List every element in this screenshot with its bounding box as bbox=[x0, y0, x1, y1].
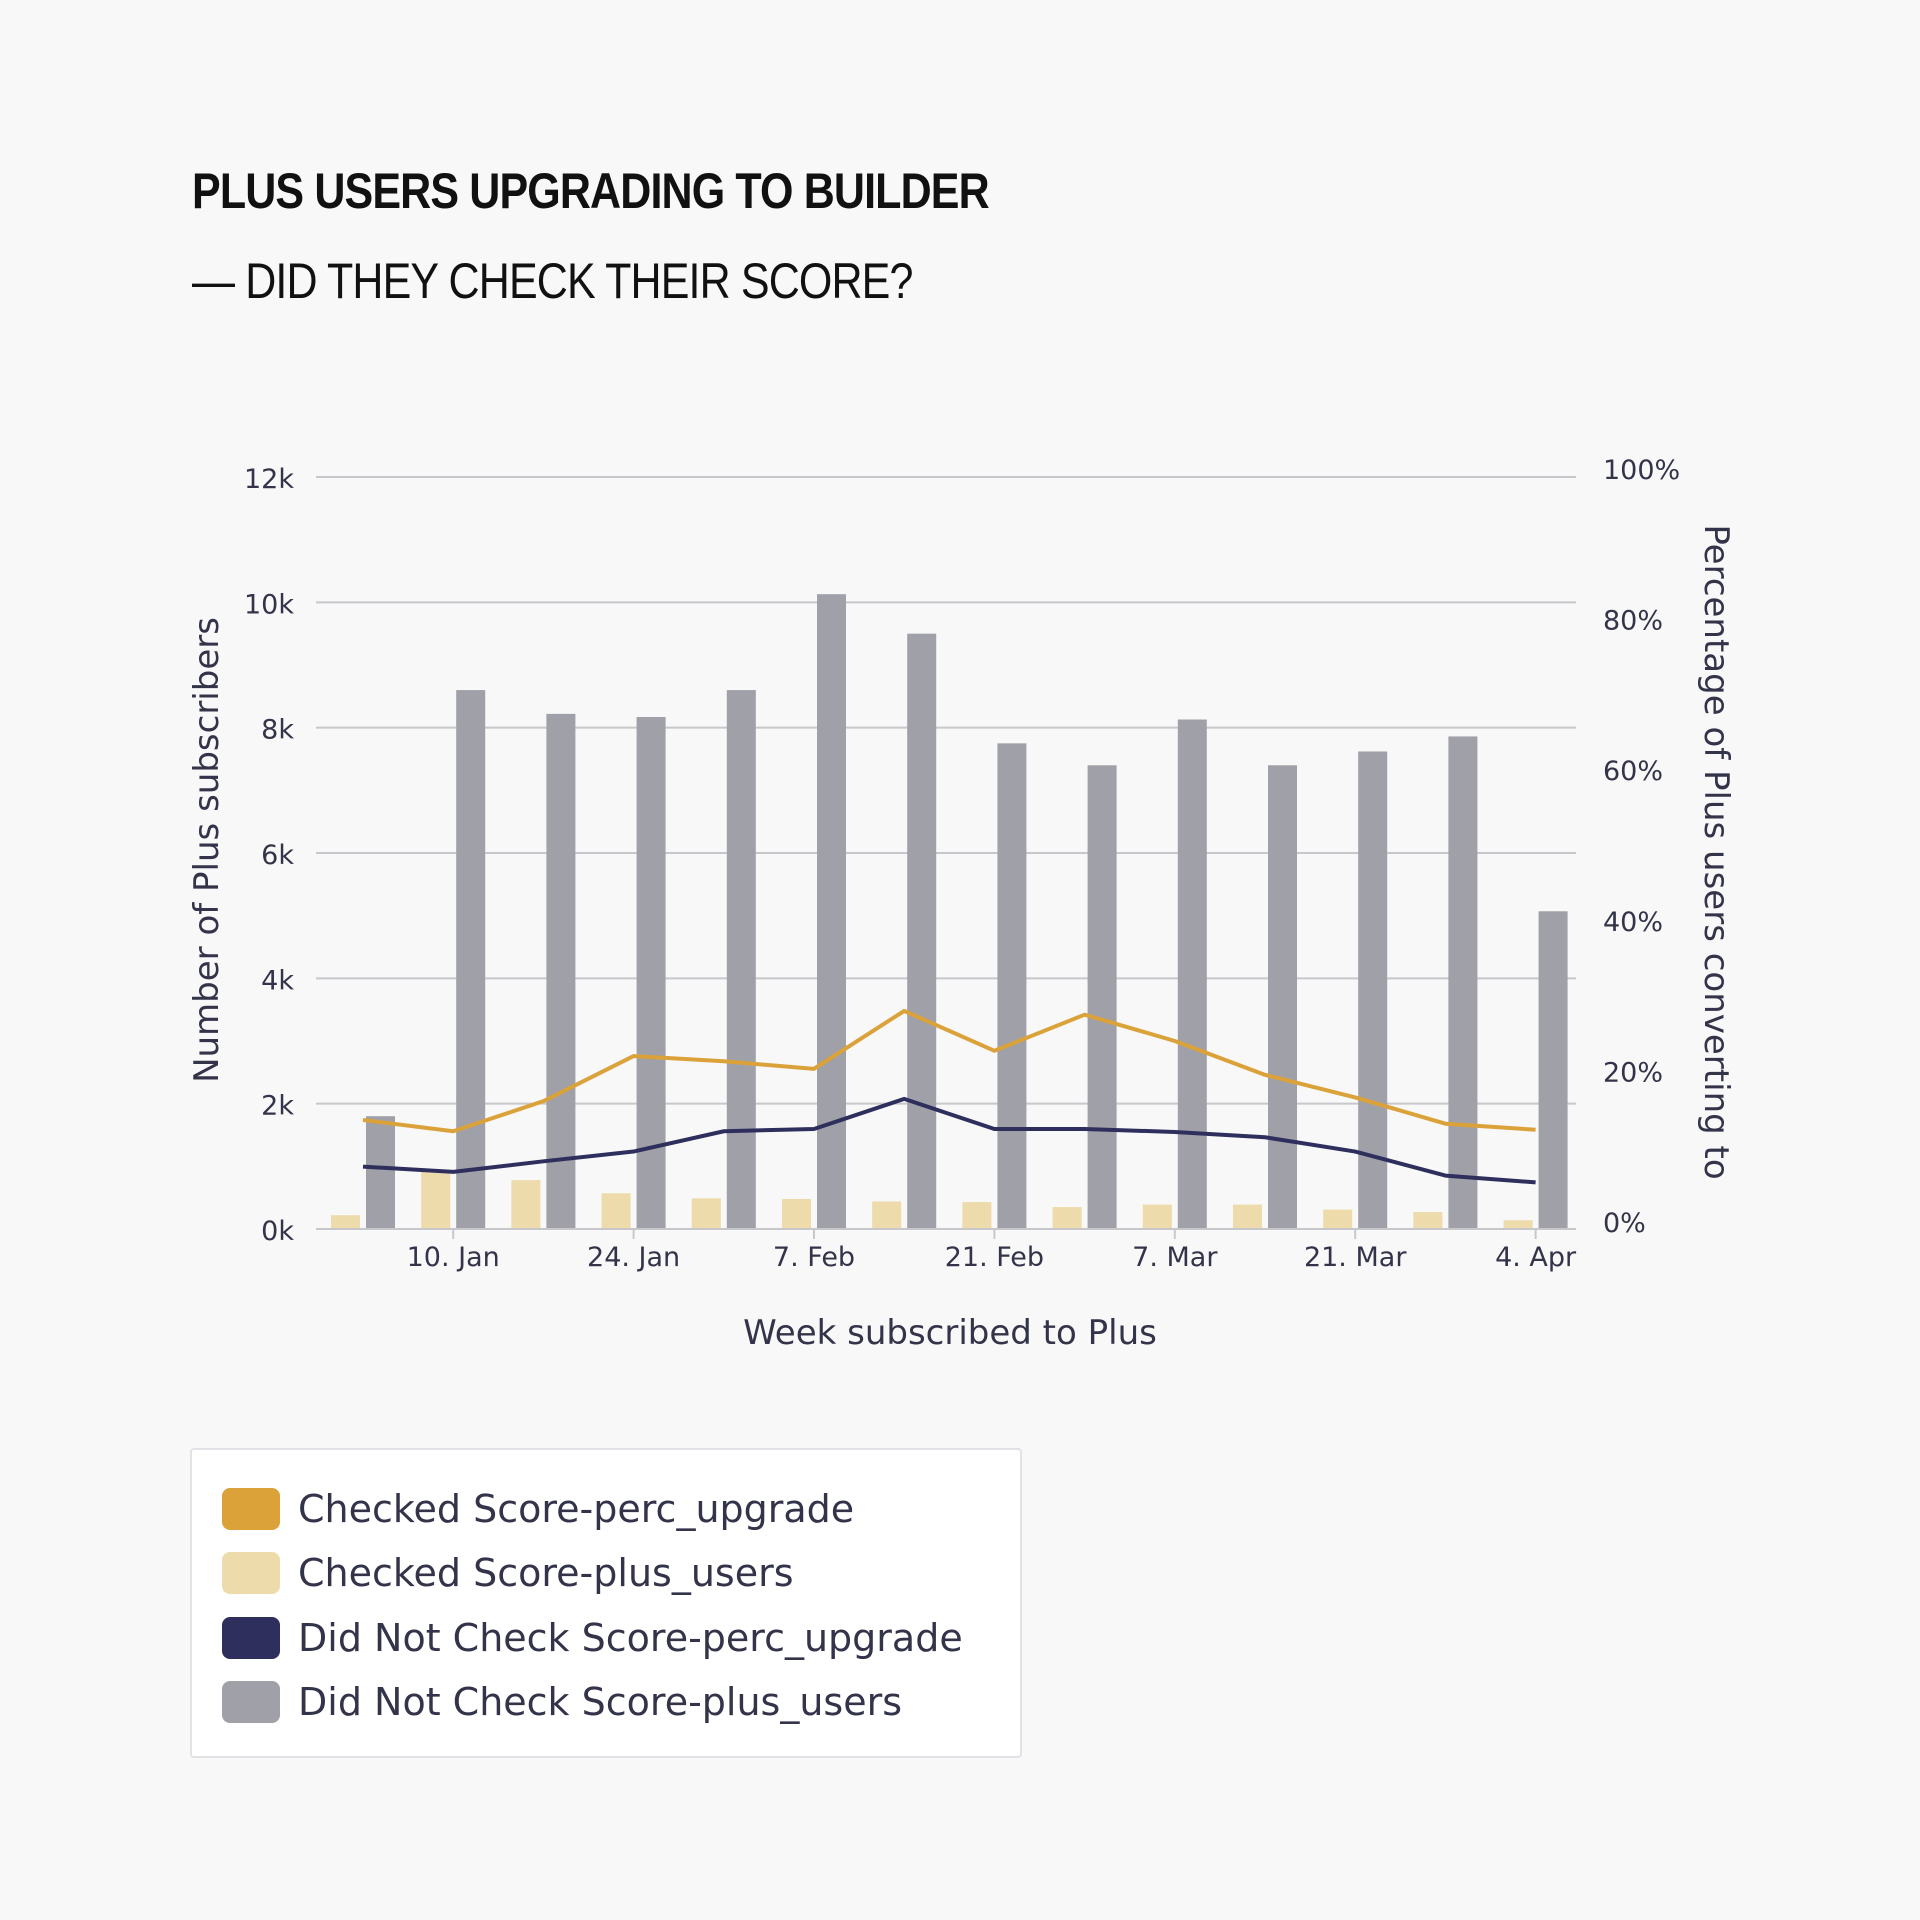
bar-checked bbox=[1052, 1207, 1082, 1229]
y-tick-label-left: 12k bbox=[244, 464, 294, 495]
x-tick-label: 4. Apr bbox=[1495, 1242, 1577, 1273]
bar-checked bbox=[872, 1201, 902, 1229]
y-tick-label-right: 100% bbox=[1603, 455, 1680, 486]
legend-label: Did Not Check Score-perc_upgrade bbox=[298, 1616, 963, 1660]
y-tick-label-right: 40% bbox=[1603, 907, 1663, 938]
x-ticks: 10. Jan 24. Jan 7. Feb 21. Feb 7. Mar 21. Mar… bbox=[407, 1229, 1577, 1273]
legend-label: Checked Score-plus_users bbox=[298, 1551, 794, 1595]
legend-label: Checked Score-perc_upgrade bbox=[298, 1487, 855, 1531]
bar-not-checked bbox=[997, 743, 1027, 1229]
legend-item-not-checked-users[interactable]: Did Not Check Score-plus_users bbox=[222, 1679, 902, 1725]
bar-not-checked bbox=[456, 690, 486, 1229]
bar-not-checked bbox=[907, 633, 937, 1229]
legend-label: Did Not Check Score-plus_users bbox=[298, 1680, 903, 1724]
y-tick-label-right: 80% bbox=[1603, 606, 1663, 637]
y-tick-label-right: 60% bbox=[1603, 756, 1663, 787]
bar-checked bbox=[331, 1215, 360, 1229]
x-axis-title: Week subscribed to Plus bbox=[743, 1313, 1157, 1353]
x-tick-label: 7. Feb bbox=[773, 1242, 855, 1273]
bar-not-checked bbox=[1268, 765, 1297, 1229]
y-axis-title-left: Number of Plus subscribers bbox=[187, 617, 227, 1083]
legend-swatch-checked-perc bbox=[222, 1488, 280, 1530]
y-axis-title-right: Percentage of Plus users converting to bbox=[1696, 524, 1736, 1179]
bars bbox=[331, 594, 1568, 1229]
x-tick-label: 10. Jan bbox=[407, 1242, 500, 1273]
x-tick-label: 21. Feb bbox=[945, 1242, 1044, 1273]
bar-not-checked bbox=[546, 713, 576, 1229]
bar-not-checked bbox=[636, 717, 666, 1229]
legend-item-checked-perc[interactable]: Checked Score-perc_upgrade bbox=[222, 1486, 854, 1532]
y-tick-label-left: 4k bbox=[261, 965, 294, 996]
bar-not-checked bbox=[366, 1116, 395, 1229]
legend-swatch-checked-users bbox=[222, 1552, 280, 1594]
bar-checked bbox=[1413, 1212, 1443, 1229]
x-tick-label: 7. Mar bbox=[1132, 1242, 1218, 1273]
chart-subtitle: — DID THEY CHECK THEIR SCORE? bbox=[192, 253, 913, 309]
bar-checked bbox=[962, 1202, 992, 1229]
y-tick-label-right: 0% bbox=[1603, 1208, 1646, 1239]
combo-chart: 0k 2k 4k 6k 8k 10k 12k 0% 20% 40% 60% 80% 100% 10. … bbox=[187, 455, 1736, 1353]
bar-checked bbox=[1233, 1204, 1262, 1229]
y-tick-label-left: 2k bbox=[261, 1091, 294, 1122]
bar-checked bbox=[421, 1171, 451, 1229]
y-tick-label-left: 10k bbox=[244, 589, 294, 620]
legend-item-checked-users[interactable]: Checked Score-plus_users bbox=[222, 1550, 794, 1596]
y-ticks-right: 0% 20% 40% 60% 80% 100% bbox=[1603, 455, 1680, 1239]
y-tick-label-right: 20% bbox=[1603, 1057, 1663, 1088]
bar-not-checked bbox=[1087, 765, 1117, 1229]
line-not-checked-perc bbox=[362, 1096, 1536, 1185]
bar-checked bbox=[691, 1198, 721, 1229]
line-checked-perc bbox=[362, 1008, 1536, 1134]
bar-not-checked bbox=[1538, 911, 1568, 1229]
bar-not-checked bbox=[1177, 719, 1207, 1229]
lines bbox=[362, 1008, 1536, 1185]
legend: Checked Score-perc_upgrade Checked Score… bbox=[190, 1448, 1022, 1758]
bar-not-checked bbox=[1358, 751, 1388, 1229]
x-tick-label: 21. Mar bbox=[1304, 1242, 1407, 1273]
bar-not-checked bbox=[1448, 736, 1478, 1229]
bar-not-checked bbox=[726, 690, 756, 1229]
y-ticks-left: 0k 2k 4k 6k 8k 10k 12k bbox=[244, 464, 294, 1247]
bar-checked bbox=[601, 1193, 631, 1229]
bar-checked bbox=[1503, 1220, 1533, 1229]
legend-swatch-not-checked-perc bbox=[222, 1617, 280, 1659]
bar-checked bbox=[1142, 1204, 1172, 1229]
legend-swatch-not-checked-users bbox=[222, 1681, 280, 1723]
bar-checked bbox=[782, 1198, 811, 1229]
legend-item-not-checked-perc[interactable]: Did Not Check Score-perc_upgrade bbox=[222, 1615, 963, 1661]
bar-checked bbox=[511, 1180, 541, 1229]
bar-not-checked bbox=[817, 594, 846, 1229]
chart-title: PLUS USERS UPGRADING TO BUILDER bbox=[192, 163, 990, 219]
y-tick-label-left: 8k bbox=[261, 715, 294, 746]
x-tick-label: 24. Jan bbox=[587, 1242, 680, 1273]
y-tick-label-left: 0k bbox=[261, 1216, 294, 1247]
bar-checked bbox=[1323, 1209, 1353, 1229]
y-tick-label-left: 6k bbox=[261, 840, 294, 871]
